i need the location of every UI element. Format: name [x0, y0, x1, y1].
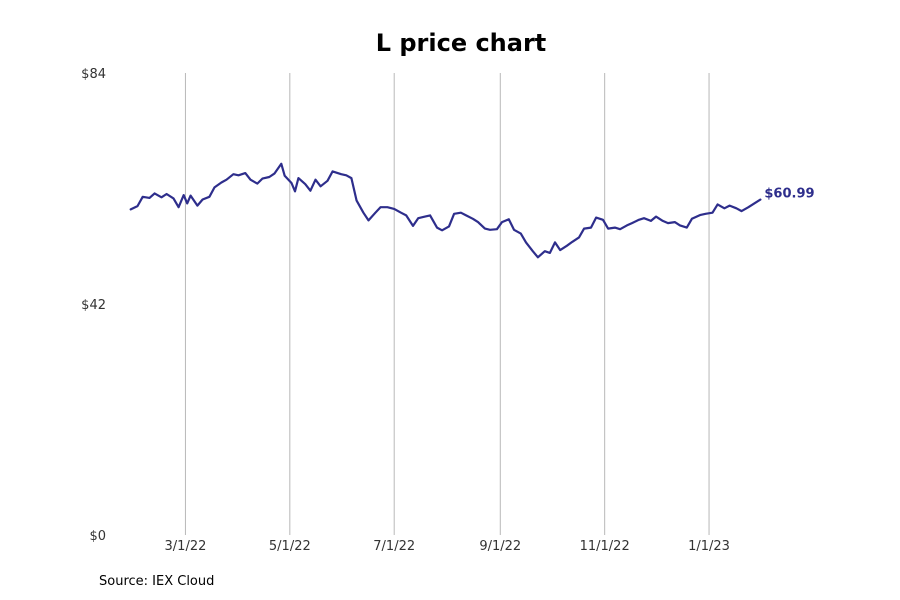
- x-tick-label: 9/1/22: [479, 539, 521, 554]
- y-tick-label: $42: [81, 298, 106, 313]
- y-axis-ticks: $0 $42 $84: [81, 67, 106, 544]
- y-tick-label: $84: [81, 67, 106, 82]
- x-tick-label: 5/1/22: [269, 539, 311, 554]
- x-tick-label: 1/1/23: [688, 539, 730, 554]
- x-tick-label: 7/1/22: [373, 539, 415, 554]
- y-tick-label: $0: [89, 529, 106, 544]
- chart-title: L price chart: [376, 29, 547, 57]
- last-price-label: $60.99: [764, 187, 814, 202]
- price-line: [129, 162, 762, 259]
- x-tick-label: 3/1/22: [165, 539, 207, 554]
- x-tick-label: 11/1/22: [580, 539, 630, 554]
- source-note: Source: IEX Cloud: [99, 574, 215, 589]
- x-axis-ticks: 3/1/22 5/1/22 7/1/22 9/1/22 11/1/22 1/1/23: [165, 539, 730, 554]
- vertical-gridlines: [184, 73, 710, 535]
- series-layer: $60.99: [129, 162, 815, 259]
